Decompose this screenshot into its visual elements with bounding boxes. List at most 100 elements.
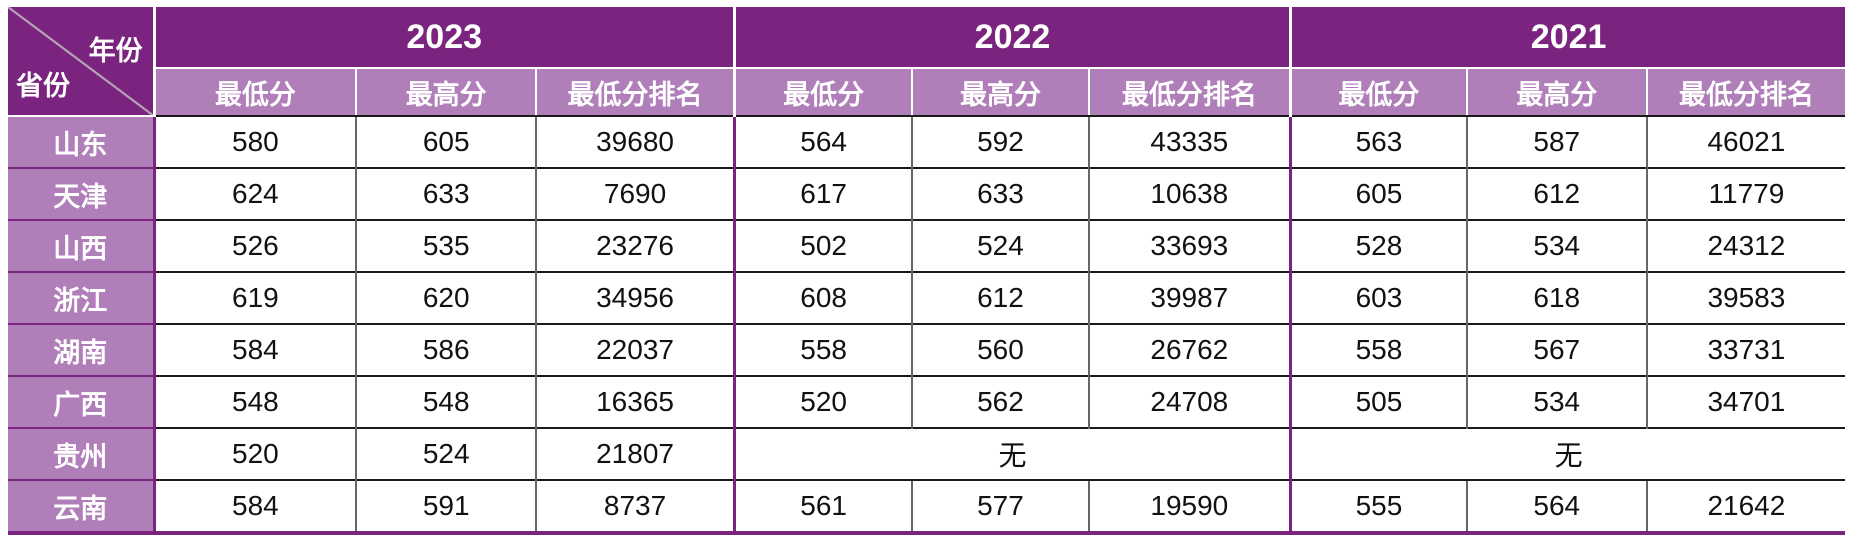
table-row-guangxi: 广西 548 548 16365 520 562 24708 505 534 3… — [8, 375, 1845, 428]
rank-cell: 24708 — [1087, 375, 1291, 428]
corner-diagonal-cell: 年份 省份 — [8, 7, 156, 117]
province-cell: 山东 — [8, 116, 156, 168]
max-score-cell: 562 — [911, 375, 1089, 428]
max-score-cell: 586 — [355, 323, 537, 376]
corner-label-province: 省份 — [16, 71, 70, 101]
max-score-cell: 591 — [355, 479, 537, 533]
max-score-cell: 612 — [1465, 167, 1647, 220]
max-score-cell: 577 — [911, 479, 1089, 533]
year-header-2023: 2023 — [152, 7, 735, 69]
province-cell: 广西 — [8, 375, 156, 428]
min-score-cell: 564 — [732, 116, 913, 168]
max-score-cell: 618 — [1465, 271, 1647, 324]
province-cell: 贵州 — [8, 427, 156, 480]
max-score-cell: 564 — [1465, 479, 1647, 533]
subheader-rank-2023: 最低分排名 — [535, 68, 735, 117]
rank-cell: 39987 — [1087, 271, 1291, 324]
rank-cell: 22037 — [535, 323, 735, 376]
max-score-cell: 534 — [1465, 219, 1647, 272]
year-header-row: 年份 省份 2023 2022 2021 — [8, 7, 1845, 117]
min-score-cell: 584 — [152, 479, 357, 533]
subheader-max-2023: 最高分 — [355, 68, 537, 117]
rank-cell: 34701 — [1645, 375, 1845, 428]
table-row-shanxi: 山西 526 535 23276 502 524 33693 528 534 2… — [8, 219, 1845, 272]
min-score-cell: 548 — [152, 375, 357, 428]
subheader-min-2021: 最低分 — [1289, 68, 1467, 117]
max-score-cell: 524 — [911, 219, 1089, 272]
max-score-cell: 620 — [355, 271, 537, 324]
max-score-cell: 592 — [911, 116, 1089, 168]
min-score-cell: 619 — [152, 271, 357, 324]
min-score-cell: 563 — [1289, 116, 1467, 168]
rank-cell: 21807 — [535, 427, 735, 480]
table-row-yunnan: 云南 584 591 8737 561 577 19590 555 564 21… — [8, 479, 1845, 533]
sub-header-row: 最低分 最高分 最低分排名 最低分 最高分 最低分排名 最低分 最高分 最低分排… — [8, 68, 1845, 117]
rank-cell: 26762 — [1087, 323, 1291, 376]
rank-cell: 7690 — [535, 167, 735, 220]
table-row-tianjin: 天津 624 633 7690 617 633 10638 605 612 11… — [8, 167, 1845, 220]
max-score-cell: 633 — [355, 167, 537, 220]
min-score-cell: 526 — [152, 219, 357, 272]
province-cell: 山西 — [8, 219, 156, 272]
subheader-max-2021: 最高分 — [1465, 68, 1647, 117]
max-score-cell: 605 — [355, 116, 537, 168]
rank-cell: 8737 — [535, 479, 735, 533]
table-row-shandong: 山东 580 605 39680 564 592 43335 563 587 4… — [8, 116, 1845, 168]
rank-cell: 33731 — [1645, 323, 1845, 376]
min-score-cell: 603 — [1289, 271, 1467, 324]
rank-cell: 23276 — [535, 219, 735, 272]
min-score-cell: 580 — [152, 116, 357, 168]
min-score-cell: 617 — [732, 167, 913, 220]
min-score-cell: 558 — [1289, 323, 1467, 376]
max-score-cell: 548 — [355, 375, 537, 428]
max-score-cell: 534 — [1465, 375, 1647, 428]
min-score-cell: 558 — [732, 323, 913, 376]
max-score-cell: 524 — [355, 427, 537, 480]
province-cell: 云南 — [8, 479, 156, 533]
subheader-min-2023: 最低分 — [152, 68, 357, 117]
corner-label-year: 年份 — [88, 36, 143, 66]
min-score-cell: 624 — [152, 167, 357, 220]
no-data-cell-2022: 无 — [732, 427, 1291, 480]
rank-cell: 19590 — [1087, 479, 1291, 533]
subheader-min-2022: 最低分 — [732, 68, 913, 117]
rank-cell: 24312 — [1645, 219, 1845, 272]
min-score-cell: 505 — [1289, 375, 1467, 428]
rank-cell: 16365 — [535, 375, 735, 428]
subheader-max-2022: 最高分 — [911, 68, 1089, 117]
table-row-guizhou: 贵州 520 524 21807 无 无 — [8, 427, 1845, 480]
rank-cell: 39680 — [535, 116, 735, 168]
table-row-hunan: 湖南 584 586 22037 558 560 26762 558 567 3… — [8, 323, 1845, 376]
year-header-2021: 2021 — [1289, 7, 1845, 69]
rank-cell: 46021 — [1645, 116, 1845, 168]
rank-cell: 43335 — [1087, 116, 1291, 168]
rank-cell: 21642 — [1645, 479, 1845, 533]
province-cell: 湖南 — [8, 323, 156, 376]
max-score-cell: 612 — [911, 271, 1089, 324]
rank-cell: 10638 — [1087, 167, 1291, 220]
subheader-rank-2021: 最低分排名 — [1645, 68, 1845, 117]
min-score-cell: 528 — [1289, 219, 1467, 272]
rank-cell: 34956 — [535, 271, 735, 324]
max-score-cell: 560 — [911, 323, 1089, 376]
admission-score-table: 年份 省份 2023 2022 2021 最低分 最高分 最低分排名 最低分 最… — [8, 7, 1845, 535]
min-score-cell: 555 — [1289, 479, 1467, 533]
no-data-cell-2021: 无 — [1289, 427, 1845, 480]
year-header-2022: 2022 — [732, 7, 1291, 69]
max-score-cell: 567 — [1465, 323, 1647, 376]
subheader-rank-2022: 最低分排名 — [1087, 68, 1291, 117]
min-score-cell: 520 — [152, 427, 357, 480]
max-score-cell: 587 — [1465, 116, 1647, 168]
min-score-cell: 502 — [732, 219, 913, 272]
table-row-zhejiang: 浙江 619 620 34956 608 612 39987 603 618 3… — [8, 271, 1845, 324]
max-score-cell: 535 — [355, 219, 537, 272]
min-score-cell: 561 — [732, 479, 913, 533]
max-score-cell: 633 — [911, 167, 1089, 220]
rank-cell: 11779 — [1645, 167, 1845, 220]
min-score-cell: 584 — [152, 323, 357, 376]
province-cell: 浙江 — [8, 271, 156, 324]
rank-cell: 39583 — [1645, 271, 1845, 324]
rank-cell: 33693 — [1087, 219, 1291, 272]
min-score-cell: 608 — [732, 271, 913, 324]
